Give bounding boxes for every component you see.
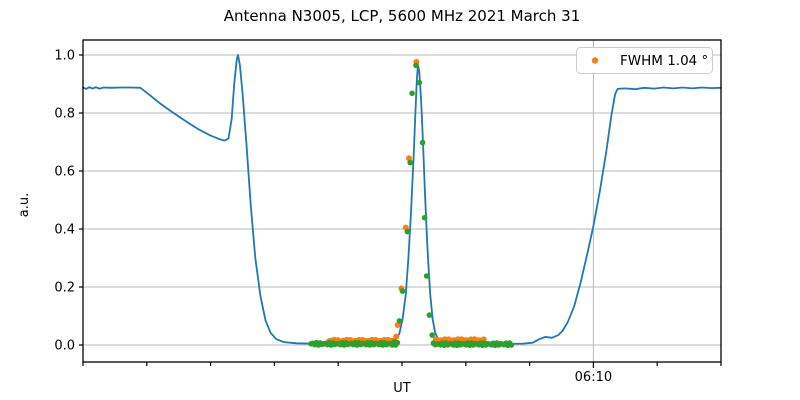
scan-samples-dot: [508, 342, 515, 348]
legend-marker-fwhm-icon: [591, 57, 599, 64]
x-axis-label: UT: [393, 381, 411, 396]
legend-box: [576, 47, 713, 74]
axis-ticks: 0.0 0.2 0.4 0.6 0.8 1.0 06:10: [54, 49, 722, 385]
y-tick-label: 0.4: [54, 223, 75, 238]
scan-samples-dot: [399, 288, 406, 294]
scan-samples-dot: [416, 79, 423, 86]
legend-label-fwhm: FWHM 1.04 °: [620, 53, 708, 69]
y-tick-label: 0.6: [54, 165, 75, 180]
y-tick-label: 1.0: [54, 49, 75, 64]
chart-title: Antenna N3005, LCP, 5600 MHz 2021 March …: [224, 7, 581, 25]
antenna-signal-line: [82, 54, 722, 345]
scan-samples-dot: [421, 214, 428, 221]
scan-samples-dot: [391, 339, 398, 345]
y-tick-label: 0.8: [54, 107, 75, 122]
y-tick-label: 0.2: [54, 281, 75, 296]
x-tick-label: 06:10: [575, 370, 612, 385]
scan-samples-dot: [429, 332, 436, 338]
scan-samples-dot: [413, 62, 419, 69]
scan-samples-dot: [423, 273, 430, 279]
y-axis-label: a.u.: [17, 193, 32, 217]
plot-area: [82, 54, 722, 349]
gridlines: [83, 40, 721, 362]
fwhm-fit-points-dot: [406, 155, 412, 162]
scan-samples-dot: [404, 228, 411, 235]
scan-samples-dot: [396, 318, 403, 324]
scan-samples-dot: [419, 139, 426, 146]
legend: FWHM 1.04 °: [576, 47, 713, 74]
fwhm-fit-points-dot: [393, 333, 400, 340]
y-tick-label: 0.0: [54, 339, 75, 354]
scan-samples-dot: [426, 312, 433, 318]
scan-samples-dot: [409, 90, 415, 97]
scan-samples-dot: [407, 159, 414, 166]
